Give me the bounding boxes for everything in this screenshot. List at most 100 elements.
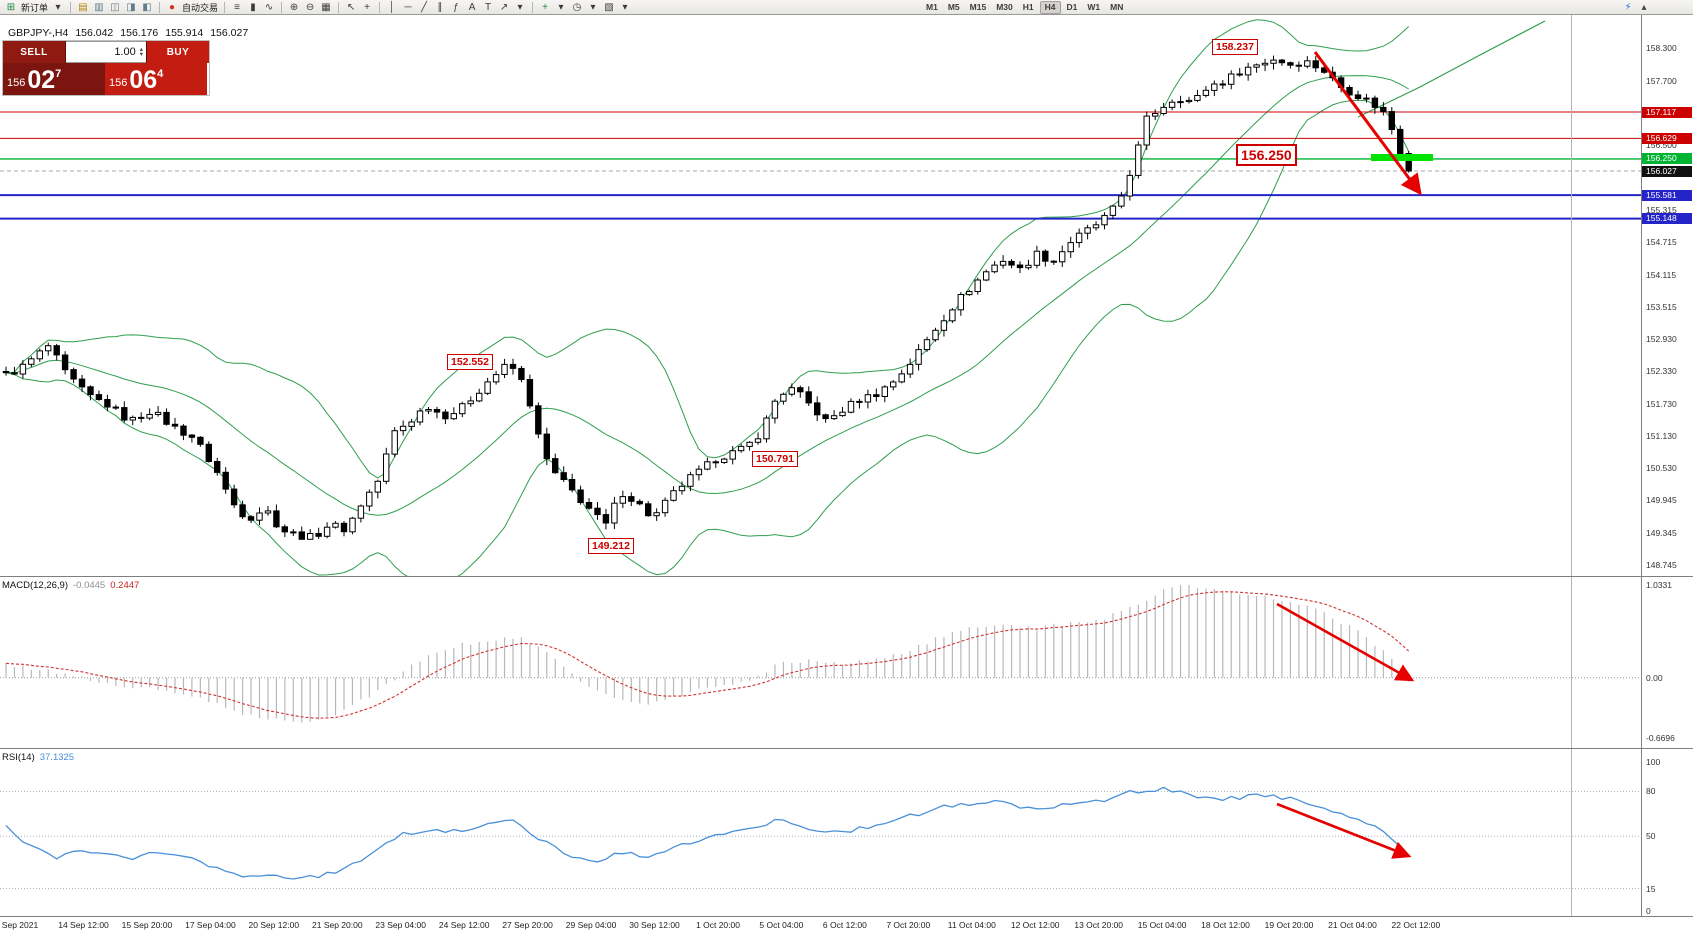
time-axis-separator [0,916,1693,917]
volume-down-button[interactable]: ▾ [139,51,143,58]
chart-window-icon[interactable]: ▤ [78,1,88,13]
time-axis-label: 15 Oct 04:00 [1137,920,1187,930]
sell-price-display[interactable]: 156 02 7 [3,63,105,95]
time-axis-label: 1 Oct 20:00 [696,920,740,930]
rsi-panel-canvas[interactable] [0,750,1641,916]
time-axis-label: 21 Oct 04:00 [1328,920,1377,930]
macd-indicator-label: MACD(12,26,9) -0.0445 0.2447 [2,580,144,591]
macd-main-value: -0.0445 [73,580,106,591]
zoom-in-icon[interactable]: ⊕ [289,1,299,13]
toolbar-separator [338,1,340,13]
new-order-dropdown-icon[interactable]: ▾ [55,1,61,13]
templates-icon[interactable]: ▧ [604,1,614,13]
volume-input[interactable]: 1.00 ▴ ▾ [66,41,146,63]
sell-price-sup: 7 [55,68,62,80]
cursor-icon[interactable]: ↖ [346,1,356,13]
text-icon[interactable]: A [468,1,476,13]
navigator-icon[interactable]: ◨ [126,1,136,13]
macd-name: MACD(12,26,9) [2,580,68,591]
timeframe-button-h4[interactable]: H4 [1039,0,1061,14]
timeframe-button-mn[interactable]: MN [1110,1,1124,12]
rsi-indicator-label: RSI(14) 37.1325 [2,752,79,763]
bar-low-value: 155.914 [165,27,204,39]
time-axis-label: 14 Sep 12:00 [58,920,109,930]
quick-trade-icon[interactable]: ⚡ [1624,1,1632,13]
indicators-dropdown-icon[interactable]: ▾ [558,1,564,13]
panel-separator[interactable] [0,748,1693,749]
toolbar-items: ⊞ 新订单 ▾ ▤ ▥ ◫ ◨ ◧ ● 自动交易 ≡ ▮ ∿ ⊕ ⊖ ▦ ↖ + │ ─ ╱ ∥ ƒ A T ↗ ▾ + ▾ ◷ ▾ ▧ ▾ [4,1,632,14]
line-chart-icon[interactable]: ∿ [264,1,274,13]
timeframe-button-m5[interactable]: M5 [947,1,960,12]
toolbar-separator [70,1,72,13]
bars-chart-icon[interactable]: ≡ [234,1,240,13]
tile-windows-icon[interactable]: ▦ [321,1,331,13]
timeframe-button-m1[interactable]: M1 [926,1,938,12]
profiles-icon[interactable]: ▥ [94,1,104,13]
toolbar: ⊞ 新订单 ▾ ▤ ▥ ◫ ◨ ◧ ● 自动交易 ≡ ▮ ∿ ⊕ ⊖ ▦ ↖ + │ ─ ╱ ∥ ƒ A T ↗ ▾ + ▾ ◷ ▾ ▧ ▾ M… [0,0,1693,15]
sell-button[interactable]: SELL [3,41,66,63]
sell-price-prefix: 156 [7,77,26,89]
autotrading-icon[interactable]: ● [168,1,176,13]
terminal-icon[interactable]: ◧ [142,1,152,13]
indicators-icon[interactable]: + [542,1,548,13]
periods-icon[interactable]: ◷ [572,1,582,13]
time-axis-label: 15 Sep 20:00 [121,920,173,930]
timeframe-button-m15[interactable]: M15 [969,1,987,12]
fibonacci-icon[interactable]: ƒ [453,1,459,13]
panel-separator[interactable] [0,576,1693,577]
scroll-to-end-icon[interactable]: ▴ [1641,1,1647,13]
time-axis-label: 11 Oct 04:00 [947,920,996,930]
toolbar-separator [224,1,226,13]
time-axis-label: 24 Sep 12:00 [438,920,490,930]
toolbar-separator [532,1,534,13]
bar-open-value: 156.042 [75,27,114,39]
channel-icon[interactable]: ∥ [437,1,443,13]
time-axis-label: 29 Sep 04:00 [565,920,617,930]
autotrading-label: 自动交易 [182,2,219,13]
vertical-line-icon[interactable]: │ [388,1,396,13]
main-chart-canvas[interactable] [0,15,1641,576]
timeframe-button-h1[interactable]: H1 [1022,1,1034,12]
zoom-out-icon[interactable]: ⊖ [305,1,315,13]
buy-price-big: 06 [129,66,158,94]
one-click-trading-widget: SELL 1.00 ▴ ▾ BUY 156 02 7 156 06 4 [3,41,209,95]
toolbar-separator [281,1,283,13]
arrows-dropdown-icon[interactable]: ▾ [517,1,523,13]
volume-value: 1.00 [114,46,136,58]
toolbar-separator [159,1,161,13]
time-axis: Sep 2021 14 Sep 12:00 15 Sep 20:00 17 Sep 0… [0,917,1693,936]
crosshair-icon[interactable]: + [364,1,370,13]
timeframe-button-d1[interactable]: D1 [1066,1,1078,12]
volume-spinner: ▴ ▾ [139,45,143,58]
candles-chart-icon[interactable]: ▮ [250,1,256,13]
label-icon[interactable]: T [484,1,492,13]
timeframe-button-w1[interactable]: W1 [1087,1,1101,12]
volume-up-button[interactable]: ▴ [139,45,143,53]
periods-dropdown-icon[interactable]: ▾ [590,1,596,13]
new-order-icon[interactable]: ⊞ [6,1,16,13]
chart-ohlc-info: GBPJPY-,H4 156.042 156.176 155.914 156.027 [8,27,255,39]
chart-symbol-period: GBPJPY-,H4 [8,27,69,39]
time-axis-label: Sep 2021 [1,920,39,930]
market-watch-icon[interactable]: ◫ [110,1,120,13]
timeframe-button-m30[interactable]: M30 [996,1,1013,12]
trendline-icon[interactable]: ╱ [421,1,428,13]
horizontal-line-icon[interactable]: ─ [404,1,412,13]
time-axis-label: 17 Sep 04:00 [185,920,236,930]
timeframe-bar: M1 M5 M15 M30 H1 H4 D1 W1 MN [922,0,1127,14]
templates-dropdown-icon[interactable]: ▾ [622,1,628,13]
buy-button[interactable]: BUY [146,41,209,63]
macd-panel-canvas[interactable] [0,578,1641,748]
buy-price-sup: 4 [157,68,164,80]
price-axis [1641,15,1693,916]
buy-price-display[interactable]: 156 06 4 [105,63,207,95]
sell-price-big: 02 [27,66,56,94]
vertical-line-object[interactable] [1571,15,1572,916]
new-order-label: 新订单 [21,2,49,13]
bar-close-value: 156.027 [210,27,249,39]
arrows-icon[interactable]: ↗ [499,1,509,13]
time-axis-label: 27 Sep 20:00 [502,920,553,930]
time-axis-label: 13 Oct 20:00 [1074,920,1124,930]
time-axis-label: 21 Sep 20:00 [312,920,363,930]
time-axis-label: 12 Oct 12:00 [1010,920,1060,930]
